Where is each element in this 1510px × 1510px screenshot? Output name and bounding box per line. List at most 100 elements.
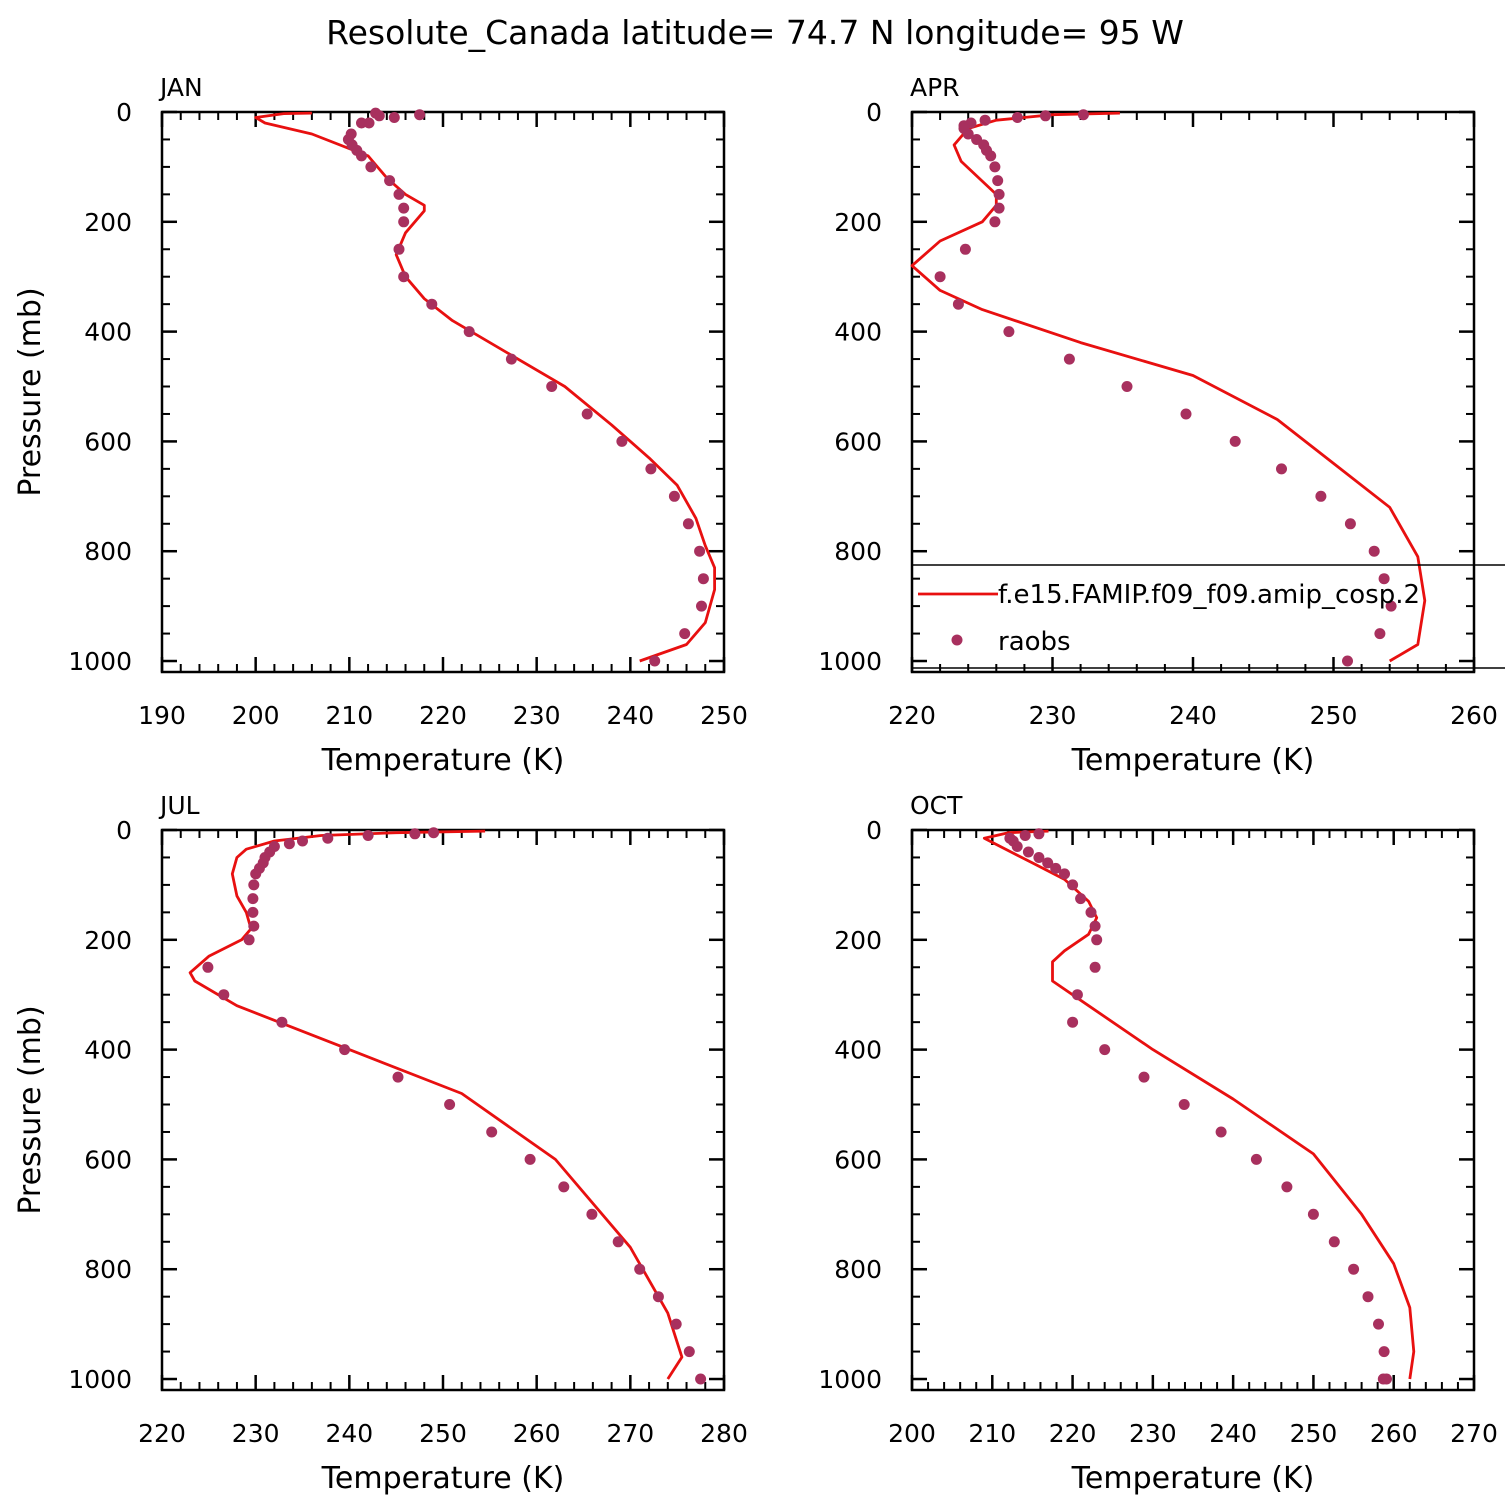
x-axis-label: Temperature (K) [1071, 1461, 1315, 1496]
raobs-point [247, 893, 259, 905]
raobs-point [365, 161, 377, 173]
x-tick-label: 250 [1290, 1419, 1338, 1448]
panels: JAN 190 200 210 220 230 240 250 0 200 400 600 800 100… [13, 73, 1498, 1496]
raobs-point [1342, 655, 1353, 667]
x-tick-label: 210 [325, 701, 373, 730]
y-tick-label: 400 [84, 1036, 132, 1065]
raobs-point [612, 1236, 624, 1248]
raobs-point [1063, 353, 1075, 365]
raobs-point [1050, 862, 1062, 874]
legend-obs-label: raobs [998, 627, 1071, 657]
x-tick-label: 220 [138, 1419, 186, 1448]
raobs-point [1011, 112, 1023, 123]
raobs-point [546, 381, 558, 392]
raobs-point [1033, 852, 1045, 863]
model-profile-line [188, 829, 684, 1380]
raobs-point [1374, 628, 1386, 640]
raobs-point [1373, 1318, 1384, 1330]
raobs-point [1077, 109, 1089, 121]
raobs-point [250, 868, 262, 880]
x-tick-label: 260 [1370, 1419, 1418, 1448]
raobs-point [1385, 600, 1397, 612]
y-tick-label: 600 [834, 427, 882, 456]
raobs-point [1178, 1099, 1190, 1110]
raobs-point [505, 353, 517, 365]
raobs-point [586, 1208, 598, 1220]
raobs-point [248, 879, 260, 891]
x-tick-label: 250 [419, 1419, 467, 1448]
raobs-point [356, 150, 367, 162]
raobs-point [243, 934, 255, 946]
raobs-point [989, 216, 1001, 228]
raobs-point [524, 1153, 536, 1165]
raobs-point [952, 298, 964, 310]
raobs-point [1344, 518, 1356, 530]
raobs-point [1059, 868, 1070, 880]
panel-label: JAN [158, 73, 203, 102]
raobs-point [1033, 828, 1045, 840]
y-tick-label: 1000 [68, 647, 132, 676]
x-tick-label: 200 [232, 701, 280, 730]
x-axis-label: Temperature (K) [321, 743, 565, 778]
raobs-point [1091, 934, 1103, 946]
raobs-point [959, 243, 971, 255]
raobs-point [679, 628, 691, 640]
y-tick-label: 800 [834, 537, 882, 566]
raobs-point [616, 435, 628, 447]
raobs-point [992, 175, 1004, 187]
panel-jan: JAN 190 200 210 220 230 240 250 0 200 400 600 800 100… [13, 73, 748, 778]
raobs-point [444, 1099, 456, 1110]
x-tick-label: 240 [606, 701, 654, 730]
raobs-points [342, 107, 709, 667]
raobs-point [1042, 857, 1054, 869]
raobs-point [645, 463, 657, 475]
raobs-point [934, 271, 946, 283]
panel-label: OCT [910, 791, 963, 820]
raobs-point [392, 1071, 404, 1083]
y-tick-label: 600 [84, 427, 132, 456]
plot-frame [160, 110, 726, 674]
y-tick-label: 0 [116, 98, 132, 127]
raobs-point [694, 545, 706, 557]
x-tick-label: 260 [513, 1419, 561, 1448]
raobs-point [695, 1373, 707, 1385]
raobs-point [962, 128, 974, 140]
y-tick-label: 800 [84, 537, 132, 566]
legend-model-label: f.e15.FAMIP.f09_f09.amip_cosp.2 [998, 580, 1420, 610]
raobs-point [1067, 879, 1079, 891]
x-tick-label: 270 [606, 1419, 654, 1448]
x-tick-label: 260 [1450, 701, 1498, 730]
y-tick-label: 400 [84, 318, 132, 347]
y-tick-label: 600 [84, 1145, 132, 1174]
raobs-point [993, 188, 1005, 200]
panel-label: APR [910, 73, 960, 102]
raobs-point [696, 600, 707, 612]
raobs-point [1307, 1208, 1319, 1220]
raobs-point [388, 112, 400, 123]
raobs-point [1011, 841, 1023, 852]
x-tick-label: 230 [1029, 701, 1077, 730]
x-tick-label: 240 [1169, 701, 1217, 730]
plot-frame [910, 828, 1476, 1392]
raobs-point [247, 906, 259, 918]
raobs-point [409, 828, 421, 840]
x-tick-label: 270 [1450, 1419, 1498, 1448]
x-tick-label: 250 [700, 701, 748, 730]
raobs-point [1075, 893, 1087, 905]
raobs-point [322, 832, 334, 844]
y-tick-label: 1000 [818, 647, 882, 676]
y-tick-label: 1000 [818, 1365, 882, 1394]
raobs-points [1004, 828, 1392, 1385]
x-tick-label: 280 [700, 1419, 748, 1448]
model-profile-line [254, 111, 716, 663]
raobs-point [1003, 326, 1015, 338]
raobs-point [1362, 1291, 1374, 1303]
raobs-point [993, 202, 1005, 214]
raobs-point [1368, 545, 1380, 557]
y-tick-label: 600 [834, 1145, 882, 1174]
x-tick-label: 230 [513, 701, 561, 730]
y-tick-label: 400 [834, 1036, 882, 1065]
y-tick-label: 0 [866, 98, 882, 127]
